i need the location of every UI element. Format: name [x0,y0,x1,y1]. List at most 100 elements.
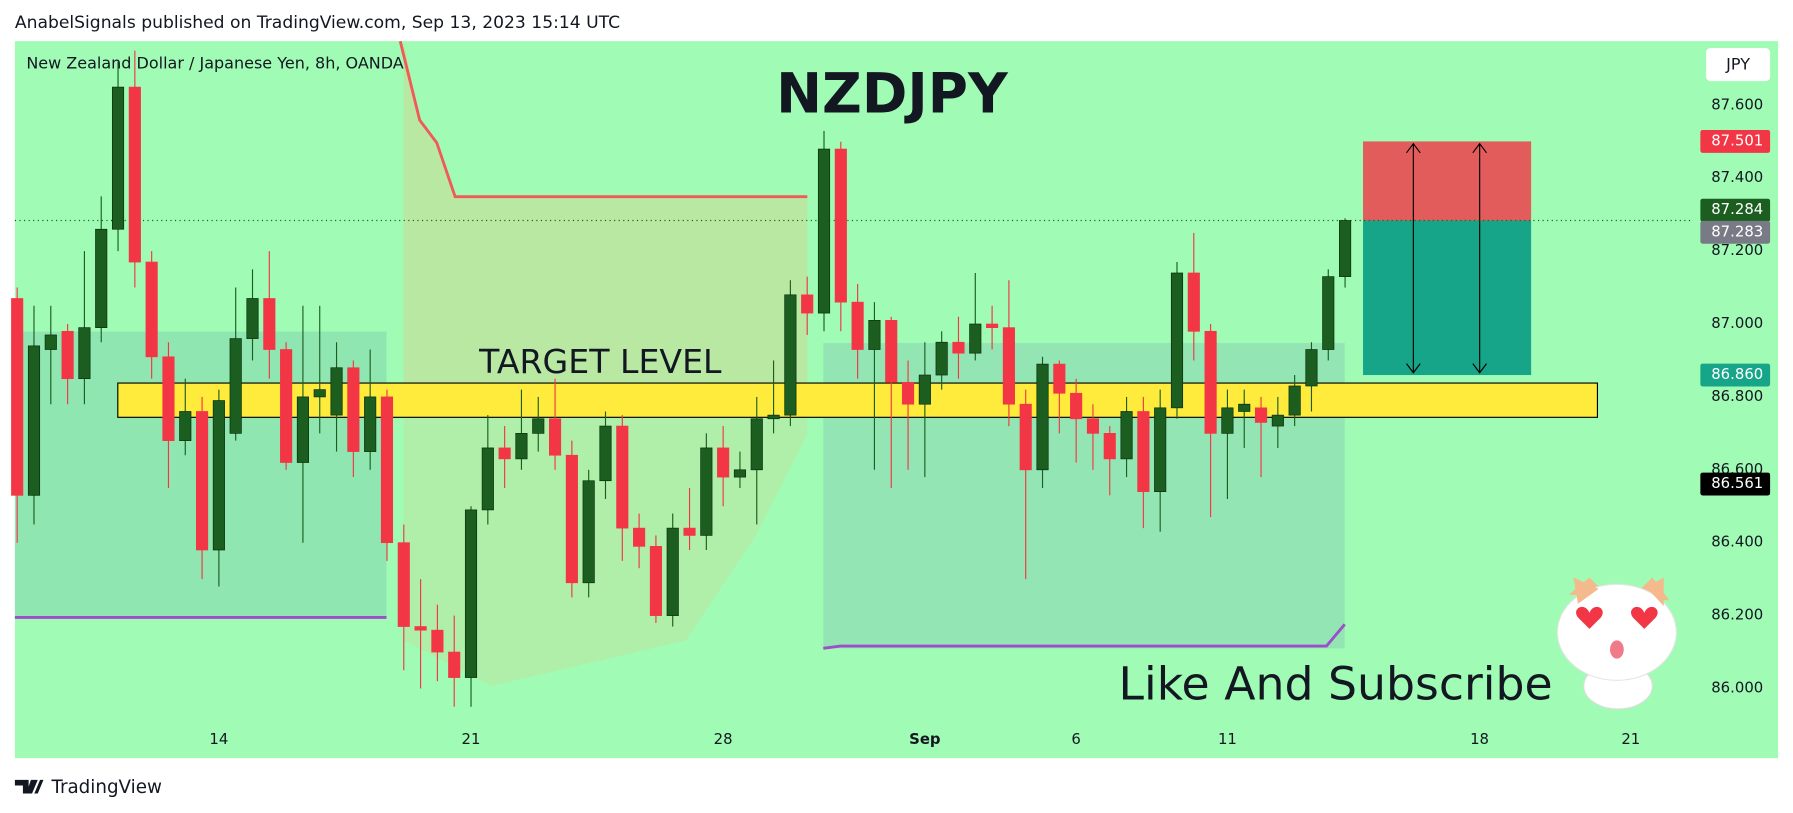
candle-body [1221,407,1234,434]
candle-body [834,148,847,303]
candle-body [549,418,562,456]
y-tick-label: 86.800 [1711,387,1763,405]
candle-body [61,330,74,380]
candle-body [1103,433,1116,460]
candle-body [532,418,545,434]
candle-body [347,367,360,452]
candle-body [162,356,175,441]
candle-body [1002,327,1015,405]
candle-body [599,425,612,482]
candle-body [582,480,595,584]
resistance-line [398,40,808,199]
candle-body [733,469,747,478]
candle-body [1339,220,1352,277]
candle-body [1305,349,1318,387]
price-tag-label: 87.501 [1711,131,1763,149]
candle-body [986,323,999,328]
x-tick-label: 21 [1621,730,1640,748]
candle-body [330,367,343,416]
candle-body [868,320,881,350]
candle-body [666,527,679,616]
candle-body [969,323,982,354]
candle-body [1322,276,1335,350]
candle-body [649,546,662,616]
candle-body [633,527,646,547]
candle-body [1120,411,1133,460]
candle-body [918,374,931,405]
candle-body [44,334,57,350]
price-tag [1700,363,1771,387]
candle-body [95,228,108,328]
candle-body [801,294,814,314]
candle-body [431,629,444,653]
profit-zone [1363,220,1532,376]
candle-body [1154,407,1167,493]
candle-body [1137,411,1150,493]
candle-body [1288,385,1301,416]
candle-body [280,349,293,463]
candle-body [111,86,125,230]
candle-body [1070,392,1083,420]
y-tick-label: 86.200 [1711,606,1763,624]
x-tick-label: 28 [714,730,733,748]
x-tick-label: 18 [1470,730,1489,748]
candle-body [263,298,276,350]
x-tick-label: 21 [462,730,481,748]
candle-body [935,341,948,376]
publish-header: AnabelSignals published on TradingView.c… [15,13,620,33]
candle-body [851,301,864,350]
x-tick-label: 14 [209,730,228,748]
cta-text: Like And Subscribe [1119,658,1553,711]
candle-body [229,338,242,434]
currency-box[interactable] [1706,48,1771,82]
candle-body [1036,363,1049,471]
y-tick-label: 87.000 [1711,314,1763,332]
candle-body [817,148,831,314]
candle-body [565,454,578,584]
candle-body [1019,403,1032,471]
candle-body [1271,414,1284,427]
price-tag-label: 86.561 [1711,474,1763,492]
candle-body [296,396,309,463]
y-tick-label: 87.600 [1711,95,1763,113]
candle-body [397,542,410,627]
arrow-head [1406,142,1421,374]
candle-body [1238,403,1251,412]
candle-body [27,345,41,496]
candle-body [750,418,763,471]
x-tick-label: 11 [1218,730,1237,748]
candle-body [1187,272,1200,332]
y-tick-label: 86.000 [1711,678,1763,696]
price-tag-label: 87.284 [1711,200,1763,218]
price-tag-label: 87.283 [1711,222,1763,240]
price-tag [1700,220,1771,244]
price-tag-label: 86.860 [1711,365,1763,383]
candle-body [179,411,192,441]
candle-body [1254,407,1268,423]
candle-body [952,341,965,354]
candle-body [1086,418,1100,434]
price-tag [1700,129,1771,153]
candle-body [784,294,797,416]
candle-body [1204,330,1217,434]
x-tick-label: Sep [909,730,940,748]
candle-body [700,447,713,536]
chart-title: NZDJPY [776,61,1009,125]
y-tick-label: 87.200 [1711,241,1763,259]
arrow-head [1472,142,1487,374]
candle-body [364,396,377,452]
candle-body [1053,363,1066,394]
candle-body [515,433,528,460]
price-tag [1700,198,1771,222]
candle-body [11,298,24,496]
price-tag [1700,472,1771,496]
support-line-right [823,623,1346,650]
shade-middle [403,41,808,418]
footer: TradingView [14,777,162,798]
chart-subtitle: New Zealand Dollar / Japanese Yen, 8h, O… [26,54,403,73]
target-label: TARGET LEVEL [478,342,722,381]
candle-body [246,298,259,339]
candle-body [717,447,730,478]
candle-body [498,447,511,460]
